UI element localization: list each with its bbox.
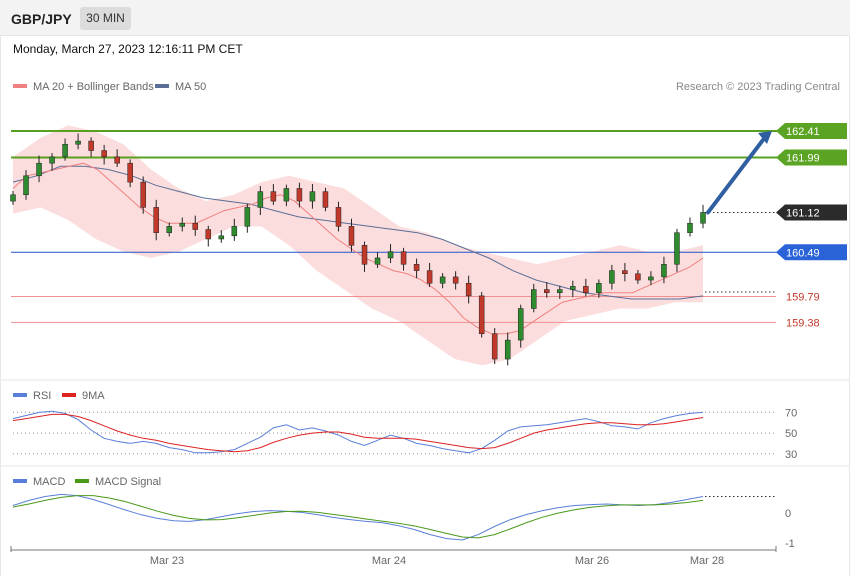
candle-body — [544, 289, 550, 293]
rsi-ma-legend-swatch — [62, 393, 76, 397]
ma20-legend-label: MA 20 + Bollinger Bands — [33, 81, 154, 93]
candle-body — [153, 207, 159, 233]
candle-body — [283, 188, 290, 202]
macd-legend-label: MACD — [33, 476, 65, 488]
rsi-tick-label: 70 — [785, 407, 797, 419]
macd-signal-legend-label: MACD Signal — [95, 476, 161, 488]
candle-body — [62, 143, 68, 158]
chart-datetime: Monday, March 27, 2023 12:16:11 PM CET — [13, 42, 243, 56]
candle-body — [179, 222, 185, 227]
timeframe-button[interactable]: 30 MIN — [80, 7, 131, 30]
support-label: 159.38 — [786, 317, 820, 329]
candle-body — [439, 276, 446, 284]
candle-body — [635, 273, 641, 281]
macd-tick-label: 0 — [785, 508, 791, 520]
candle-body — [661, 264, 667, 278]
candle-body — [478, 295, 485, 335]
resistance-label: 162.41 — [786, 126, 820, 138]
candle-body — [296, 188, 303, 202]
ma50-legend-swatch — [155, 84, 169, 88]
candle-body — [244, 207, 251, 227]
rsi-legend-label: RSI — [33, 390, 51, 402]
candle-body — [609, 270, 615, 284]
pivot-label: 160.49 — [786, 247, 820, 259]
support-label: 159.79 — [786, 291, 820, 303]
candle-body — [348, 226, 355, 246]
macd-tick-label: -1 — [785, 538, 795, 550]
candle-body — [75, 140, 81, 145]
ma20-legend-swatch — [13, 84, 27, 88]
candle-body — [596, 282, 602, 293]
x-tick-label: Mar 28 — [690, 555, 724, 567]
projection-arrow-head — [758, 130, 772, 144]
ma50-legend-label: MA 50 — [175, 81, 206, 93]
candle-body — [622, 270, 628, 275]
candle-body — [23, 175, 29, 196]
candle-body — [413, 264, 420, 271]
candle-body — [452, 276, 459, 284]
candle-body — [465, 282, 472, 297]
candle-body — [205, 229, 212, 240]
rsi-legend-swatch — [13, 393, 27, 397]
candle-body — [309, 191, 316, 202]
macd-signal-line — [12, 495, 704, 539]
candle-body — [335, 207, 342, 227]
resistance-label: 161.99 — [786, 152, 820, 164]
candle-body — [700, 212, 706, 224]
macd-legend-swatch — [13, 479, 27, 483]
top-bar: GBP/JPY 30 MIN — [0, 0, 850, 36]
candle-body — [557, 289, 563, 293]
candle-body — [361, 245, 368, 265]
bollinger-band — [13, 125, 703, 366]
candle-body — [192, 222, 199, 230]
candle-body — [674, 232, 680, 265]
candle-body — [257, 191, 264, 208]
candle-body — [114, 156, 120, 164]
candle-body — [648, 276, 654, 281]
candle-body — [36, 162, 42, 177]
chart-credit: Research © 2023 Trading Central — [676, 81, 840, 93]
x-tick-label: Mar 23 — [150, 555, 184, 567]
x-tick-label: Mar 24 — [372, 555, 406, 567]
macd-signal-legend-swatch — [75, 479, 89, 483]
x-tick-label: Mar 26 — [575, 555, 609, 567]
candle-body — [504, 339, 511, 360]
candle-body — [583, 286, 589, 293]
symbol-label: GBP/JPY — [11, 11, 72, 27]
candle-body — [88, 140, 94, 151]
candle-body — [570, 286, 576, 290]
candle-body — [101, 150, 107, 158]
candle-body — [166, 226, 172, 233]
last-price-label: 161.12 — [786, 207, 820, 219]
projection-arrow — [706, 133, 768, 215]
candle-body — [687, 222, 693, 233]
candle-body — [387, 251, 394, 259]
last-price-tag — [776, 204, 847, 221]
candle-body — [49, 156, 55, 164]
candle-body — [517, 308, 524, 341]
candle-body — [270, 191, 277, 202]
candle-body — [400, 251, 407, 265]
rsi-ma-legend-label: 9MA — [82, 390, 105, 402]
candle-body — [10, 194, 16, 202]
candle-body — [231, 226, 238, 237]
resistance-tag — [776, 149, 847, 166]
candle-body — [531, 289, 537, 309]
macd-line — [12, 493, 704, 541]
candle-body — [491, 333, 498, 360]
candle-body — [374, 257, 381, 265]
candle-body — [127, 162, 133, 183]
resistance-tag — [776, 122, 847, 139]
candle-body — [426, 270, 433, 284]
rsi-line — [12, 410, 704, 454]
candle-body — [322, 191, 329, 208]
rsi-ma-line — [12, 413, 704, 453]
rsi-tick-label: 30 — [785, 449, 797, 461]
ma20-line — [12, 162, 704, 335]
pivot-tag — [776, 244, 847, 261]
rsi-tick-label: 50 — [785, 428, 797, 440]
candle-body — [140, 181, 146, 208]
candle-body — [218, 235, 225, 240]
